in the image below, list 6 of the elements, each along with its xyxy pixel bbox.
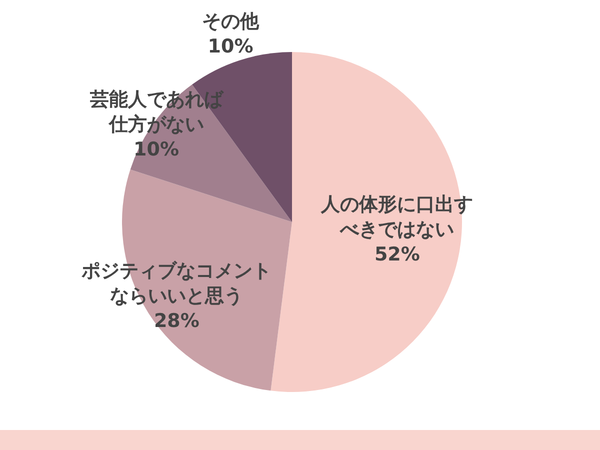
- data-label: 10%: [208, 35, 254, 58]
- slice-label: その他: [202, 10, 260, 32]
- slice-label: 人の体形に口出すべきではない: [320, 194, 474, 241]
- data-label: 52%: [374, 244, 420, 266]
- data-label: 28%: [154, 310, 200, 332]
- slice-label: ポジティブなコメントならいいと思う: [80, 260, 272, 308]
